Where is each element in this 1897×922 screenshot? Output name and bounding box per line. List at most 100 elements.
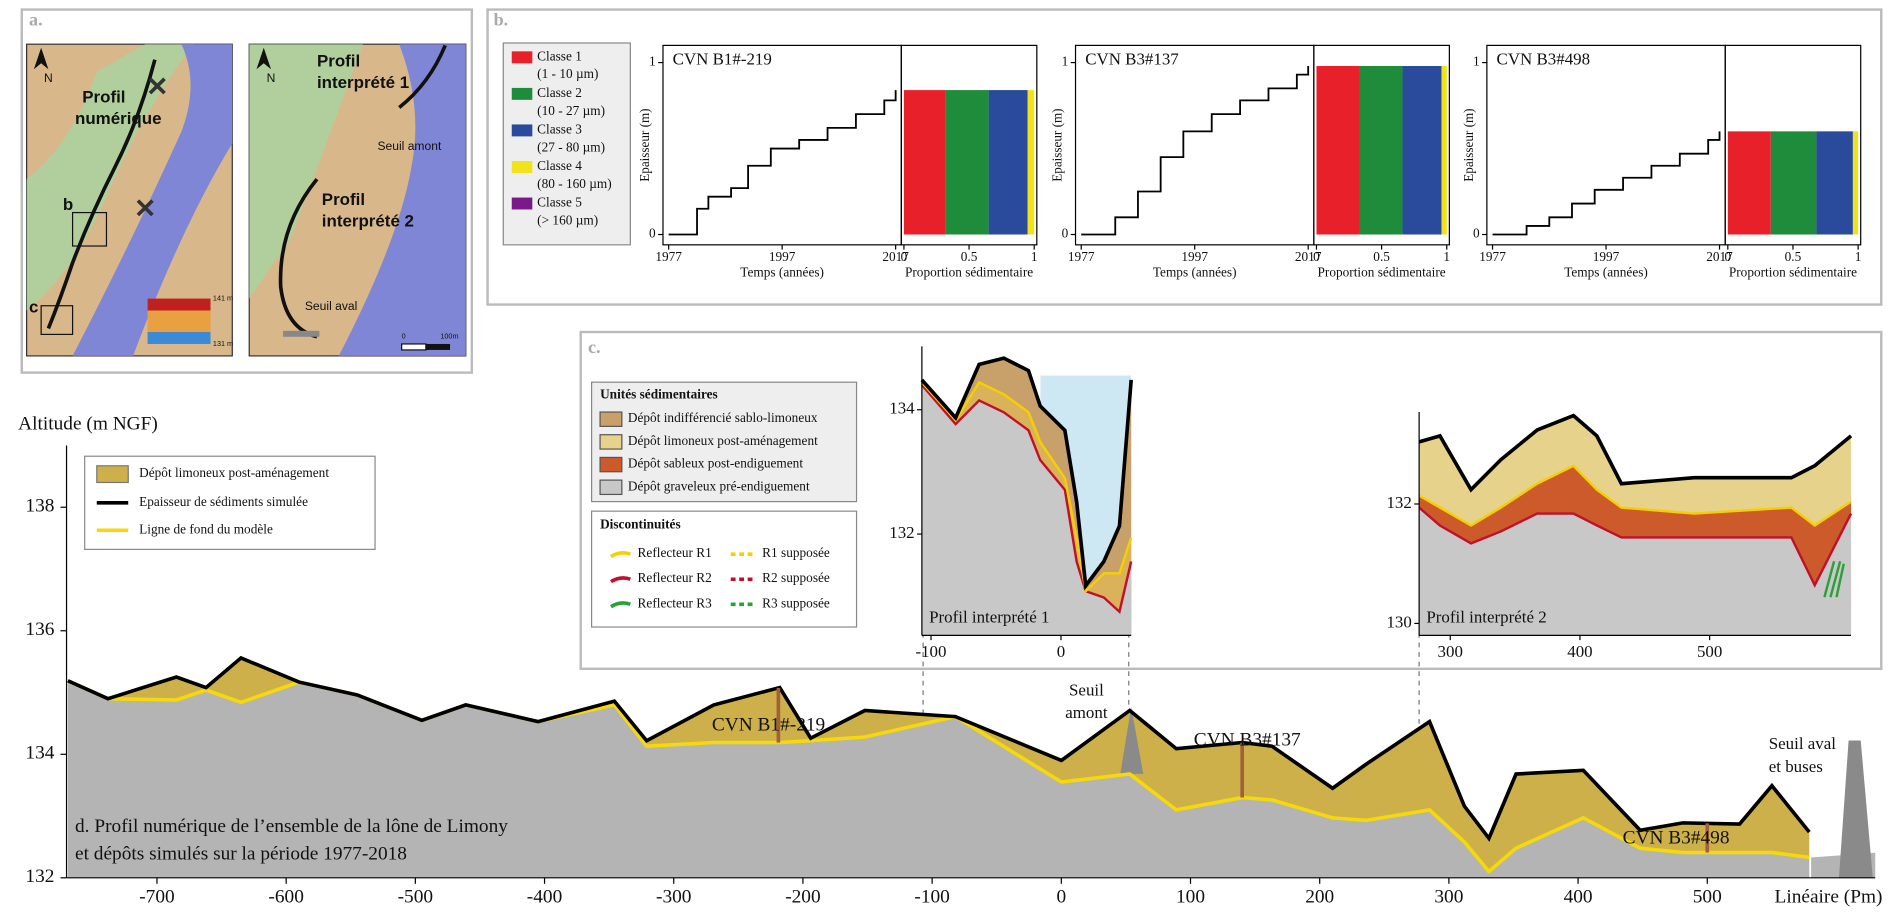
x-tick-label: 0 — [1313, 249, 1320, 264]
panel-c-frame — [579, 330, 1883, 671]
legend-line — [609, 601, 631, 609]
legend-swatch — [511, 51, 533, 64]
x-axis-title: Temps (années) — [1564, 265, 1648, 280]
seuil-amont — [1120, 707, 1144, 774]
boundary — [920, 356, 1133, 591]
seuil-label: amont — [1065, 703, 1108, 722]
y-axis-title: Altitude (m NGF) — [18, 414, 158, 435]
x-tick-label: 0.5 — [1373, 249, 1390, 264]
annotation: CVN B3#498 — [1623, 827, 1730, 848]
y-tick-label: 1 — [1473, 54, 1480, 69]
y-tick-label: 0 — [649, 226, 656, 241]
x-tick-label: 400 — [1567, 642, 1592, 661]
y-axis-title: Epaisseur (m) — [1050, 108, 1065, 181]
thickness-line — [668, 90, 897, 236]
map-profile-2 — [278, 178, 319, 339]
x-tick-label: 200 — [1305, 887, 1334, 908]
north-label: N — [44, 71, 53, 85]
legend-label: Dépôt limoneux post-aménagement — [139, 465, 329, 480]
x-tick-label: 2017 — [1706, 249, 1733, 264]
x-tick-label: -400 — [527, 887, 562, 908]
annotation: CVN B3#137 — [1194, 730, 1301, 751]
boundary — [920, 380, 1133, 594]
x-tick-label: 1997 — [1593, 249, 1620, 264]
y-tick-label: 134 — [25, 743, 54, 764]
y-tick-label: 1 — [649, 54, 656, 69]
chart-title: CVN B3#137 — [1085, 50, 1179, 69]
x-tick-label: 400 — [1564, 887, 1593, 908]
caption: d. Profil numérique de l’ensemble de la … — [75, 816, 508, 837]
x-axis-title: Temps (années) — [1153, 265, 1237, 280]
scale-label: 100m — [440, 332, 458, 341]
map-title: Profil — [82, 87, 125, 106]
legend-label: (1 - 10 µm) — [537, 66, 598, 81]
map-river — [338, 44, 466, 356]
x-tick-label: 0.5 — [1785, 249, 1802, 264]
x-axis-title: Proportion sédimentaire — [1318, 265, 1446, 280]
scale-label: 131 m — [213, 339, 233, 348]
inset-c-box — [40, 305, 74, 336]
x-tick-label: 0 — [1057, 642, 1065, 661]
plot-frame — [662, 44, 902, 246]
y-tick-label: 0 — [1473, 226, 1480, 241]
x-tick-label: -100 — [915, 642, 946, 661]
map-profile-line — [46, 59, 157, 330]
y-tick-label: 132 — [889, 523, 914, 542]
north-label: N — [267, 71, 276, 85]
seuil-aval-mark — [283, 330, 320, 337]
legend-label: (80 - 160 µm) — [537, 176, 612, 191]
legend-line — [609, 576, 631, 584]
proportion-segment — [1402, 66, 1442, 235]
x-tick-label: 1 — [1443, 249, 1450, 264]
legend-label: Ligne de fond du modèle — [139, 521, 273, 536]
x-tick-label: 1977 — [1068, 249, 1095, 264]
x-tick-label: 0.5 — [961, 249, 978, 264]
profile-label: Profil interprété 1 — [929, 608, 1049, 627]
legend-swatch — [511, 160, 533, 173]
legend-label: Dépôt limoneux post-aménagement — [628, 433, 818, 448]
x-tick-label: 0 — [1056, 887, 1066, 908]
y-tick-label: 132 — [25, 866, 54, 887]
layer — [1419, 507, 1852, 636]
x-tick-label: -300 — [656, 887, 691, 908]
chart-title: CVN B3#498 — [1497, 50, 1591, 69]
x-tick-label: 500 — [1697, 642, 1722, 661]
map-title: Profil — [322, 190, 365, 209]
scale-bar-white — [401, 343, 427, 351]
map-cross — [136, 77, 166, 217]
plot-frame — [1486, 44, 1726, 246]
x-tick-label: -500 — [398, 887, 433, 908]
legend-label: R2 supposée — [762, 570, 830, 585]
profile-label: Profil interprété 2 — [1426, 608, 1546, 627]
panel-label: c. — [588, 337, 601, 357]
proportion-segment — [988, 90, 1028, 235]
proportion-segment — [945, 90, 989, 235]
y-tick-label: 134 — [889, 399, 915, 418]
map-profile-1 — [398, 44, 447, 109]
x-axis-title: Proportion sédimentaire — [905, 265, 1033, 280]
legend-label: Classe 5 — [537, 195, 582, 210]
thickness-line — [1081, 66, 1310, 236]
y-tick-label: 130 — [1386, 612, 1411, 631]
disc-legend-box — [590, 510, 858, 628]
line-black — [67, 655, 1811, 842]
legend-label: Dépôt indifférencié sablo-limoneux — [628, 410, 818, 425]
legend-swatch — [96, 465, 129, 484]
panel-b-legend-box — [502, 42, 631, 246]
legend-label: Dépôt graveleux pré-endiguement — [628, 478, 810, 493]
boundary — [1418, 506, 1853, 588]
map-title: Profil — [317, 52, 360, 71]
legend-line — [609, 551, 631, 559]
inset-b-box — [71, 211, 108, 247]
map-title: numérique — [75, 109, 162, 128]
x-tick-label: 1 — [1031, 249, 1038, 264]
scale-label: 0 — [402, 332, 406, 341]
annotation: CVN B1#-219 — [712, 715, 825, 736]
x-tick-label: -200 — [785, 887, 820, 908]
legend-swatch — [599, 456, 623, 473]
units-legend-box — [590, 381, 858, 503]
map-title: interprété 1 — [317, 73, 409, 92]
legend-label: Dépôt sableux post-endiguement — [628, 456, 803, 471]
legend-title: Discontinuités — [600, 517, 681, 532]
